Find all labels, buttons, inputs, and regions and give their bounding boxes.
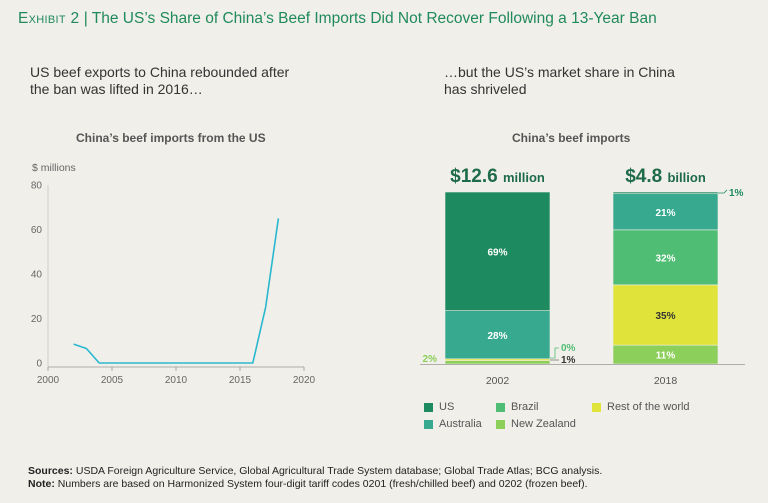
x-tick-label-2000: 2000 [37,375,60,386]
legend-item-brazil: Brazil [496,401,539,413]
exhibit-number: Exhibit 2 [18,10,80,27]
bar-value-label-2018-brazil: 32% [655,253,675,264]
bar-category-label-2018: 2018 [654,375,678,387]
exhibit-title: Exhibit 2 | The US’s Share of China’s Be… [18,10,758,28]
bar-segment-2018-rest-of-the-world [612,284,719,346]
bar-segment-2002-new-zealand [444,360,551,365]
callout-2002-brazil: 0% [561,343,576,354]
note-label: Note: [28,478,55,490]
legend-swatch-australia [424,419,433,429]
sources-note: Sources: USDA Foreign Agriculture Servic… [28,465,758,478]
y-tick-label-80: 80 [31,181,43,192]
legend-item-us: US [424,401,454,413]
x-tick-label-2015: 2015 [229,375,252,386]
bar-total-unit-2018: billion [667,170,705,185]
left-subtitle: US beef exports to China rebounded after… [30,64,330,98]
bar-total-value-2002: $12.6 [450,166,503,187]
legend-swatch-us [424,402,433,412]
legend-label-australia: Australia [439,418,482,430]
note-line: Note: Numbers are based on Harmonized Sy… [28,478,758,491]
bar-segment-2002-australia [444,310,551,360]
bar-category-label-2002: 2002 [486,375,510,387]
left-subtitle-line-1: US beef exports to China rebounded after [30,64,290,80]
bar-total-unit-2002: million [503,170,545,185]
bar-chart-title: China’s beef imports [512,131,631,145]
right-subtitle-line-1: …but the US’s market share in China [444,64,675,80]
bar-value-label-2002-us: 69% [487,247,507,258]
callout-2018-us: 1% [729,188,744,199]
x-tick-label-2005: 2005 [101,375,124,386]
legend-label-brazil: Brazil [511,401,539,413]
y-tick-label-40: 40 [31,270,43,281]
bar-total-2018: $4.8 billion [625,166,706,187]
right-subtitle-line-2: has shriveled [444,81,527,97]
line-chart-y-unit: $ millions [32,162,76,174]
legend-swatch-new-zealand [496,419,505,429]
bar-value-label-2002-australia: 28% [487,331,507,342]
legend-item-australia: Australia [424,418,482,430]
x-tick-label-2010: 2010 [165,375,188,386]
sources-text: USDA Foreign Agriculture Service, Global… [75,465,603,477]
legend-swatch-rest-of-world [592,402,601,412]
callout-2002-rest-of-world: 1% [561,355,576,366]
y-tick-label-20: 20 [31,314,43,325]
legend-item-rest-of-world: Rest of the world [592,401,690,413]
callout-2002-new-zealand: 2% [423,354,438,365]
legend-label-us: US [439,401,455,413]
sources-label: Sources: [28,465,73,477]
y-tick-label-60: 60 [31,225,43,236]
x-tick-label-2020: 2020 [293,375,316,386]
title-separator: | [83,10,88,27]
us-imports-line [73,218,280,364]
left-subtitle-line-2: the ban was lifted in 2016… [30,81,203,97]
bar-value-label-2018-rest-of-the-world: 35% [655,311,675,322]
footnotes: Sources: USDA Foreign Agriculture Servic… [28,465,758,491]
legend-swatch-brazil [496,402,505,412]
title-text: The US’s Share of China’s Beef Imports D… [91,10,657,27]
bar-total-2002: $12.6 million [450,166,545,187]
bar-segment-2018-us [612,191,719,195]
note-text: Numbers are based on Harmonized System f… [57,478,588,490]
bar-value-label-2018-new-zealand: 11% [656,351,676,362]
legend-label-new-zealand: New Zealand [511,418,576,430]
bar-chart-legend: US Brazil Rest of the world Australia Ne… [424,401,744,437]
bar-total-value-2018: $4.8 [625,166,667,187]
y-tick-label-0: 0 [36,359,42,370]
callout-line-2018-us [718,189,728,194]
right-subtitle: …but the US’s market share in China has … [444,64,744,98]
legend-label-rest-of-world: Rest of the world [607,401,690,413]
bar-segment-2002-us [444,191,551,311]
callout-line-2002-brazil [550,347,559,359]
legend-item-new-zealand: New Zealand [496,418,576,430]
bar-value-label-2018-australia: 21% [655,208,675,219]
bar-segment-2018-australia [612,193,719,231]
line-chart-title: China’s beef imports from the US [76,131,266,145]
